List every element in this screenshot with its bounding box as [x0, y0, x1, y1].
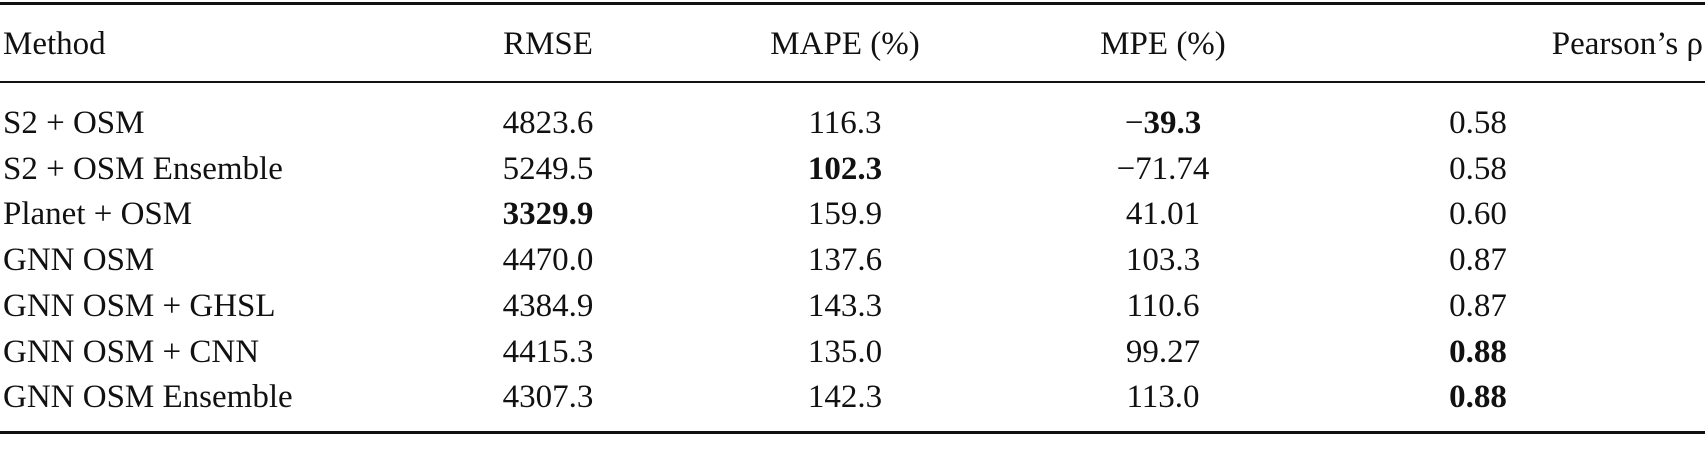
cell-mpe: −71.74 [1116, 150, 1210, 187]
cell-method: GNN OSM + GHSL [3, 287, 276, 324]
cell-pearson: 0.60 [1449, 196, 1507, 233]
cell-rmse: 4307.3 [502, 379, 594, 416]
cell-pearson: 0.88 [1449, 379, 1507, 416]
cell-pearson: 0.87 [1449, 287, 1507, 324]
cell-mpe: 103.3 [1125, 242, 1201, 279]
header-mpe: MPE (%) [1100, 26, 1226, 62]
cell-method: GNN OSM + CNN [3, 333, 260, 370]
cell-method: S2 + OSM Ensemble [3, 150, 283, 187]
cell-pearson: 0.58 [1449, 150, 1507, 187]
cell-rmse: 5249.5 [502, 150, 594, 187]
cell-mpe: −39.3 [1124, 105, 1202, 141]
cell-rmse: 3329.9 [502, 196, 594, 233]
cell-rmse: 4384.9 [502, 287, 594, 324]
header-mape: MAPE (%) [770, 26, 920, 62]
cell-mape: 143.3 [807, 287, 883, 324]
top-rule [0, 2, 1705, 5]
cell-mape: 116.3 [808, 105, 882, 141]
cell-pearson: 0.58 [1449, 105, 1507, 141]
cell-pearson: 0.88 [1449, 333, 1507, 370]
cell-rmse: 4470.0 [502, 242, 594, 279]
cell-mpe: 113.0 [1126, 379, 1200, 416]
cell-method: Planet + OSM [3, 196, 193, 233]
header-rule [0, 81, 1705, 83]
cell-pearson: 0.87 [1449, 242, 1507, 279]
header-rmse: RMSE [503, 26, 593, 62]
cell-mape: 137.6 [807, 242, 883, 279]
cell-mape: 135.0 [807, 333, 883, 370]
cell-mape: 102.3 [807, 150, 883, 187]
cell-mpe: 99.27 [1125, 333, 1201, 370]
cell-rmse: 4415.3 [502, 333, 594, 370]
cell-method: GNN OSM [3, 242, 155, 279]
cell-method: S2 + OSM [3, 105, 145, 141]
cell-mpe: 41.01 [1125, 196, 1201, 233]
bottom-rule [0, 431, 1705, 434]
header-pearson: Pearson’s ρ [1551, 26, 1703, 62]
cell-mape: 159.9 [807, 196, 883, 233]
cell-mape: 142.3 [807, 379, 883, 416]
cell-rmse: 4823.6 [502, 105, 594, 141]
header-method: Method [3, 26, 106, 62]
cell-method: GNN OSM Ensemble [3, 379, 293, 416]
cell-mpe: 110.6 [1126, 287, 1200, 324]
